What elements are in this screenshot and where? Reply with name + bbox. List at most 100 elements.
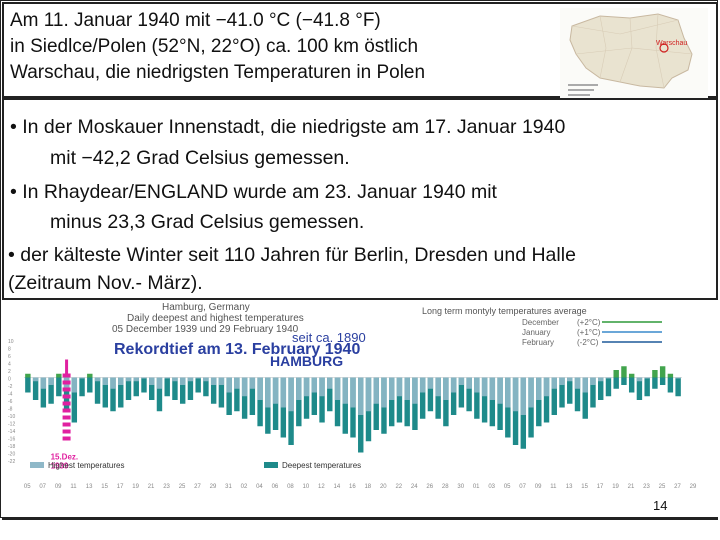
bar-highest bbox=[133, 377, 139, 382]
bullet-box: • In der Moskauer Innenstadt, die niedri… bbox=[2, 98, 718, 300]
bar-deepest bbox=[574, 377, 581, 412]
bar-deepest bbox=[327, 377, 333, 412]
legend-row-month: February bbox=[522, 338, 554, 347]
bar-deepest bbox=[551, 377, 557, 415]
x-tick-label: 28 bbox=[442, 484, 449, 490]
bar-deepest bbox=[559, 377, 565, 408]
x-tick-label: 09 bbox=[535, 484, 542, 490]
bar-deepest bbox=[187, 377, 194, 400]
x-tick-label: 15 bbox=[581, 484, 588, 490]
bar-deepest bbox=[63, 377, 70, 412]
chart-legend: Highest temperatures Deepest temperatures bbox=[30, 461, 361, 470]
bar-deepest bbox=[342, 377, 348, 434]
y-tick-label: -22 bbox=[8, 459, 15, 465]
chart-subtitle-1: Daily deepest and highest temperatures bbox=[127, 313, 304, 324]
bar-highest bbox=[311, 377, 318, 393]
chart-area: Hamburg, Germany Daily deepest and highe… bbox=[2, 300, 718, 517]
hamburg-temperature-chart: Hamburg, Germany Daily deepest and highe… bbox=[2, 300, 718, 500]
x-tick-label: 16 bbox=[349, 484, 356, 490]
bar-deepest bbox=[87, 377, 93, 393]
bar-highest bbox=[536, 377, 542, 400]
x-tick-label: 21 bbox=[148, 484, 155, 490]
record-marker bbox=[62, 436, 71, 441]
bar-deepest bbox=[396, 377, 403, 423]
bar-deepest bbox=[48, 377, 54, 404]
bar-highest bbox=[443, 377, 449, 400]
bar-deepest bbox=[40, 377, 47, 408]
bar-highest bbox=[350, 377, 356, 408]
bar-highest bbox=[179, 377, 186, 385]
bar-deepest bbox=[334, 377, 341, 427]
bar-deepest bbox=[71, 377, 78, 423]
bar-highest bbox=[32, 377, 39, 382]
x-tick-label: 31 bbox=[225, 484, 232, 490]
legend-row-value: (+2°C) bbox=[577, 318, 601, 327]
x-tick-label: 25 bbox=[659, 484, 666, 490]
bar-highest bbox=[79, 377, 85, 379]
bar-deepest bbox=[404, 377, 410, 427]
chart-subtitle-2: 05 December 1939 und 29 February 1940 bbox=[112, 324, 299, 335]
bar-highest bbox=[574, 377, 581, 389]
bar-highest bbox=[303, 377, 310, 397]
record-marker bbox=[62, 387, 71, 392]
x-tick-label: 01 bbox=[473, 484, 480, 490]
bar-deepest bbox=[598, 377, 604, 400]
bar-highest bbox=[125, 377, 132, 382]
bar-deepest bbox=[628, 377, 635, 393]
bar-highest bbox=[110, 377, 116, 389]
bar-deepest bbox=[226, 377, 232, 415]
bar-highest bbox=[520, 377, 527, 415]
bar-deepest bbox=[32, 377, 39, 400]
bar-highest bbox=[621, 366, 627, 378]
bar-highest bbox=[87, 373, 93, 378]
bar-highest bbox=[187, 377, 194, 382]
bar-deepest bbox=[241, 377, 248, 419]
chart-y-axis: 10 86 42 0-2 -4-6 -8-10 -12-14 -16-18 -20-22 bbox=[8, 339, 15, 465]
bar-highest bbox=[628, 373, 635, 378]
bar-highest bbox=[118, 377, 124, 385]
annotation-line: 1939 bbox=[51, 462, 69, 471]
chart-headline-3: HAMBURG bbox=[270, 353, 343, 369]
chart-headline: Rekordtief am 13. February 1940 bbox=[114, 341, 360, 358]
bar-highest bbox=[435, 377, 441, 397]
record-marker bbox=[62, 408, 71, 413]
bar-highest bbox=[218, 377, 225, 385]
bar-highest bbox=[613, 370, 619, 378]
bar-highest bbox=[652, 370, 658, 378]
bar-deepest bbox=[149, 377, 155, 400]
x-tick-label: 17 bbox=[597, 484, 604, 490]
bar-highest bbox=[149, 377, 155, 385]
bar-highest bbox=[598, 377, 604, 382]
bar-highest bbox=[412, 377, 418, 404]
bullet-line-1: • In der Moskauer Innenstadt, die niedri… bbox=[10, 116, 566, 138]
x-tick-label: 21 bbox=[628, 484, 635, 490]
bar-highest bbox=[203, 377, 209, 382]
bar-highest bbox=[466, 377, 472, 389]
bar-highest bbox=[358, 377, 364, 415]
bar-highest bbox=[234, 377, 240, 389]
legend-row-month: December bbox=[522, 318, 559, 327]
bar-deepest bbox=[118, 377, 124, 408]
bar-deepest bbox=[296, 377, 302, 427]
y-tick-label: -6 bbox=[8, 399, 13, 405]
bar-highest bbox=[396, 377, 403, 397]
bar-deepest bbox=[443, 377, 449, 427]
x-tick-label: 09 bbox=[55, 484, 62, 490]
x-tick-label: 02 bbox=[241, 484, 248, 490]
bar-highest bbox=[272, 377, 279, 404]
bar-deepest bbox=[79, 377, 85, 397]
x-tick-label: 29 bbox=[210, 484, 217, 490]
x-tick-label: 15 bbox=[101, 484, 108, 490]
y-tick-label: -10 bbox=[8, 414, 15, 420]
bar-deepest bbox=[179, 377, 186, 404]
x-tick-label: 07 bbox=[519, 484, 526, 490]
bar-deepest bbox=[210, 377, 217, 404]
bar-highest bbox=[195, 377, 201, 379]
record-marker bbox=[62, 415, 71, 420]
bar-deepest bbox=[303, 377, 310, 419]
legend-row-value: (+1°C) bbox=[577, 328, 601, 337]
bar-deepest bbox=[590, 377, 596, 408]
legend-row-month: January bbox=[522, 328, 550, 337]
y-tick-label: 10 bbox=[8, 339, 14, 345]
x-tick-label: 03 bbox=[488, 484, 495, 490]
